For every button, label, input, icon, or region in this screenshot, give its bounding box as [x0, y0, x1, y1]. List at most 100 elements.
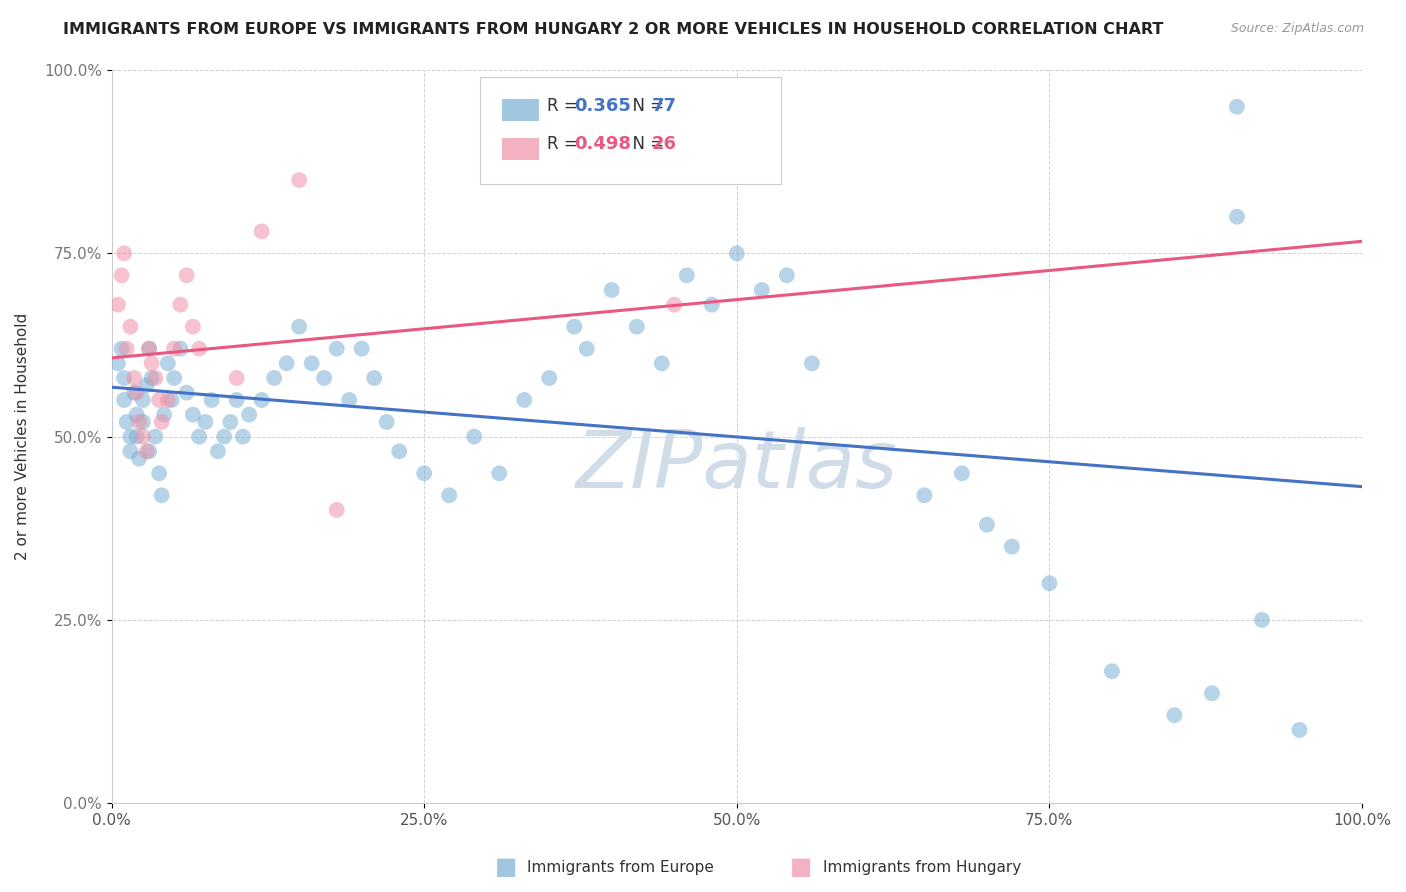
Text: ZIPatlas: ZIPatlas — [575, 427, 898, 505]
Point — [138, 342, 160, 356]
Text: Immigrants from Hungary: Immigrants from Hungary — [823, 860, 1021, 874]
Point — [626, 319, 648, 334]
Point — [188, 430, 211, 444]
Point — [388, 444, 411, 458]
Text: 0.365: 0.365 — [574, 97, 631, 115]
Point — [600, 283, 623, 297]
Point — [112, 371, 135, 385]
Point — [675, 268, 697, 283]
Point — [1001, 540, 1024, 554]
Point — [132, 392, 155, 407]
Y-axis label: 2 or more Vehicles in Household: 2 or more Vehicles in Household — [15, 313, 30, 560]
Point — [950, 467, 973, 481]
Point — [176, 385, 198, 400]
Point — [212, 430, 235, 444]
Point — [1038, 576, 1060, 591]
Point — [153, 408, 176, 422]
Point — [776, 268, 799, 283]
Text: 77: 77 — [652, 97, 676, 115]
Point — [725, 246, 748, 260]
Point — [207, 444, 229, 458]
Point — [976, 517, 998, 532]
Point — [128, 451, 150, 466]
Point — [148, 467, 170, 481]
Point — [120, 444, 142, 458]
Point — [115, 342, 138, 356]
Point — [363, 371, 385, 385]
Point — [288, 319, 311, 334]
Point — [562, 319, 585, 334]
Point — [263, 371, 285, 385]
Point — [135, 444, 157, 458]
Point — [138, 444, 160, 458]
Point — [664, 298, 686, 312]
Point — [700, 298, 723, 312]
Point — [122, 371, 145, 385]
Point — [132, 430, 155, 444]
Point — [125, 430, 148, 444]
Point — [110, 268, 132, 283]
Point — [112, 392, 135, 407]
Point — [107, 298, 129, 312]
Point — [110, 342, 132, 356]
Point — [120, 319, 142, 334]
Text: R =: R = — [547, 135, 582, 153]
Point — [135, 378, 157, 392]
FancyBboxPatch shape — [502, 99, 540, 121]
Point — [107, 356, 129, 370]
Text: N =: N = — [621, 135, 669, 153]
Point — [800, 356, 823, 370]
Point — [201, 392, 224, 407]
Point — [1163, 708, 1185, 723]
Point — [1251, 613, 1274, 627]
Point — [538, 371, 561, 385]
Point — [651, 356, 673, 370]
Point — [163, 371, 186, 385]
Point — [150, 415, 173, 429]
Point — [1101, 665, 1123, 679]
Point — [912, 488, 935, 502]
Text: IMMIGRANTS FROM EUROPE VS IMMIGRANTS FROM HUNGARY 2 OR MORE VEHICLES IN HOUSEHOL: IMMIGRANTS FROM EUROPE VS IMMIGRANTS FRO… — [63, 22, 1164, 37]
Point — [301, 356, 323, 370]
Point — [219, 415, 242, 429]
Point — [1288, 723, 1310, 737]
Point — [156, 392, 179, 407]
Text: N =: N = — [621, 97, 669, 115]
Point — [325, 342, 347, 356]
Point — [138, 342, 160, 356]
Point — [176, 268, 198, 283]
Point — [513, 392, 536, 407]
Text: 26: 26 — [652, 135, 676, 153]
Point — [163, 342, 186, 356]
Point — [181, 408, 204, 422]
Point — [413, 467, 436, 481]
Text: R =: R = — [547, 97, 582, 115]
Point — [288, 173, 311, 187]
Point — [575, 342, 598, 356]
Point — [156, 356, 179, 370]
Point — [132, 415, 155, 429]
Point — [145, 430, 167, 444]
Point — [122, 385, 145, 400]
Point — [169, 298, 191, 312]
Point — [141, 371, 163, 385]
Point — [1226, 100, 1249, 114]
Point — [250, 224, 273, 238]
Point — [194, 415, 217, 429]
Point — [437, 488, 460, 502]
Point — [125, 385, 148, 400]
Point — [141, 356, 163, 370]
Point — [375, 415, 398, 429]
Point — [250, 392, 273, 407]
Point — [188, 342, 211, 356]
Point — [125, 408, 148, 422]
Text: Source: ZipAtlas.com: Source: ZipAtlas.com — [1230, 22, 1364, 36]
Point — [488, 467, 510, 481]
FancyBboxPatch shape — [502, 137, 540, 160]
Point — [238, 408, 260, 422]
Point — [325, 503, 347, 517]
Point — [150, 488, 173, 502]
Point — [115, 415, 138, 429]
Point — [160, 392, 183, 407]
Point — [314, 371, 336, 385]
